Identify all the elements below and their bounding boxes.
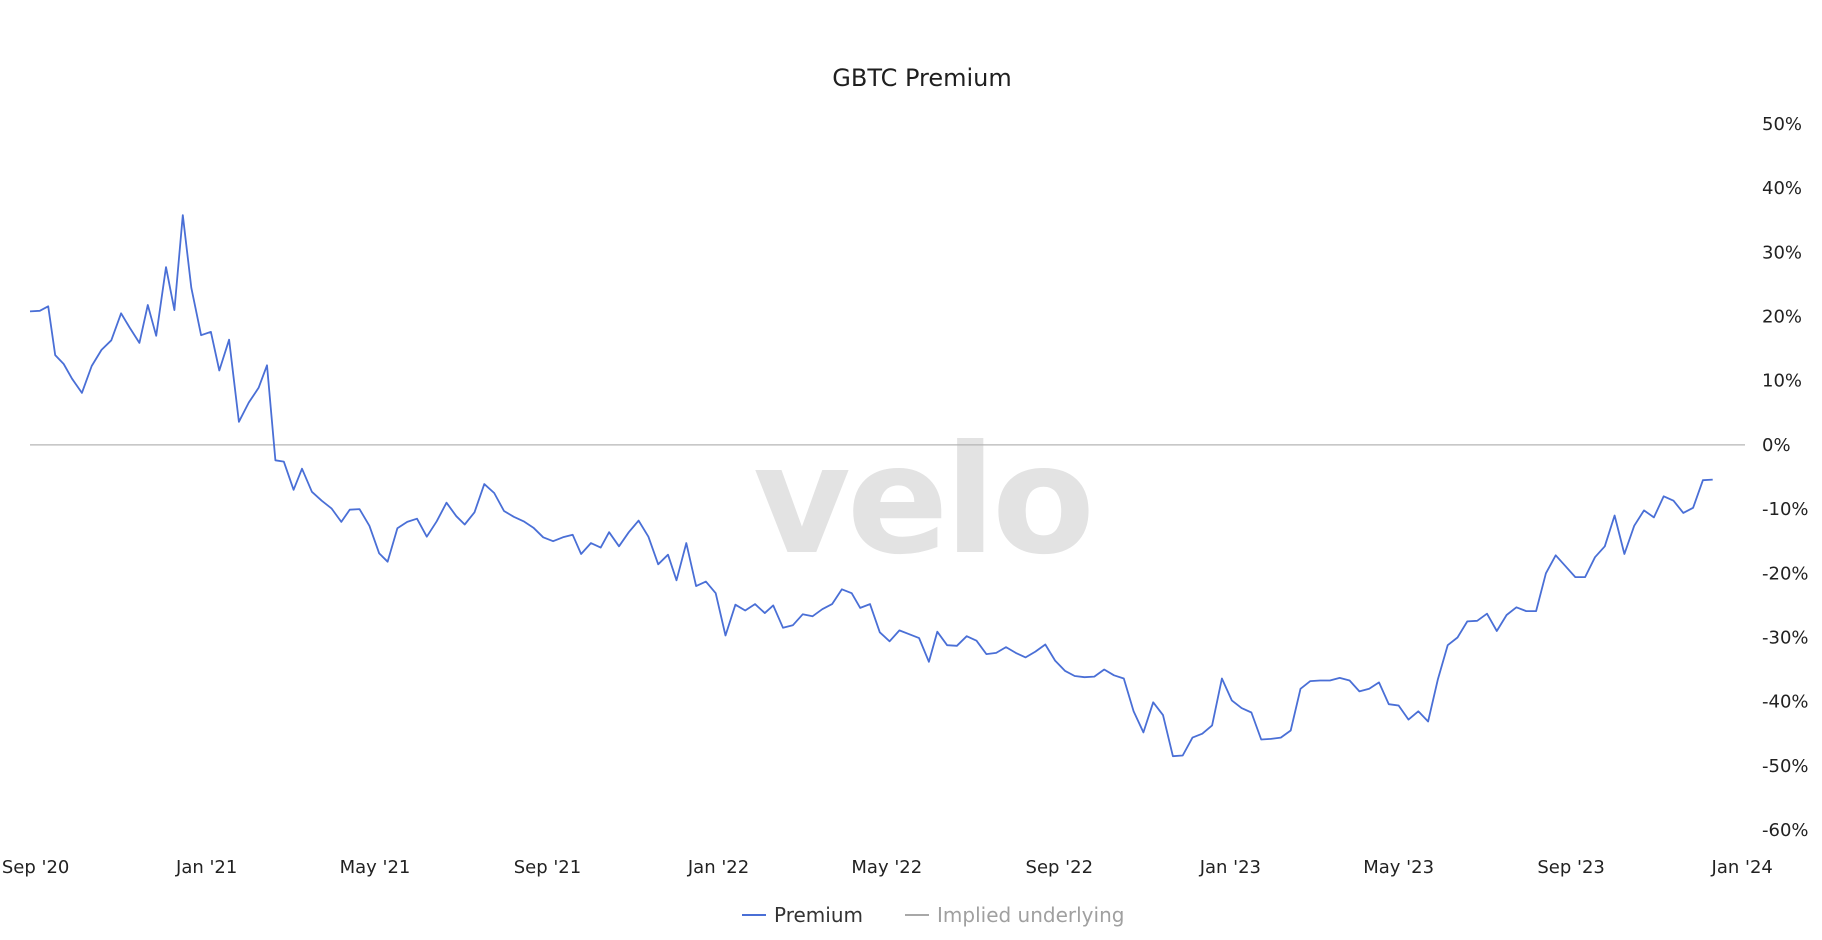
series-line-premium <box>29 214 1713 758</box>
x-tick-label: Sep '20 <box>2 857 70 878</box>
y-tick-label: -50% <box>1762 756 1809 777</box>
x-tick-label: May '22 <box>851 857 922 878</box>
x-tick-label: May '23 <box>1363 857 1434 878</box>
chart-title: GBTC Premium <box>832 64 1012 92</box>
y-tick-label: 20% <box>1762 307 1802 328</box>
y-tick-label: 30% <box>1762 242 1802 263</box>
y-tick-label: -40% <box>1762 692 1809 713</box>
y-axis: 50% 40% 30% 20% 10% 0% -10% -20% -30% -40% -50% -60… <box>1762 114 1809 841</box>
legend-label-implied-underlying: Implied underlying <box>937 903 1124 927</box>
legend: Premium Implied underlying <box>742 903 1124 927</box>
x-tick-label: May '21 <box>340 857 411 878</box>
x-tick-label: Jan '24 <box>1711 857 1773 878</box>
y-tick-label: 0% <box>1762 435 1791 456</box>
x-tick-label: Sep '21 <box>514 857 582 878</box>
x-axis: Sep '20 Jan '21 May '21 Sep '21 Jan '22 May '… <box>2 857 1773 878</box>
y-tick-label: -30% <box>1762 627 1809 648</box>
y-tick-label: 50% <box>1762 114 1802 135</box>
x-tick-label: Jan '23 <box>1199 857 1261 878</box>
x-tick-label: Sep '22 <box>1026 857 1094 878</box>
x-tick-label: Sep '23 <box>1537 857 1605 878</box>
plot-area <box>29 214 1713 758</box>
y-tick-label: -10% <box>1762 499 1809 520</box>
velo-watermark: velo <box>753 414 1091 588</box>
y-tick-label: -60% <box>1762 820 1809 841</box>
y-tick-label: -20% <box>1762 563 1809 584</box>
y-tick-label: 40% <box>1762 178 1802 199</box>
legend-label-premium: Premium <box>774 903 863 927</box>
x-tick-label: Jan '22 <box>687 857 749 878</box>
y-tick-label: 10% <box>1762 371 1802 392</box>
x-tick-label: Jan '21 <box>175 857 237 878</box>
